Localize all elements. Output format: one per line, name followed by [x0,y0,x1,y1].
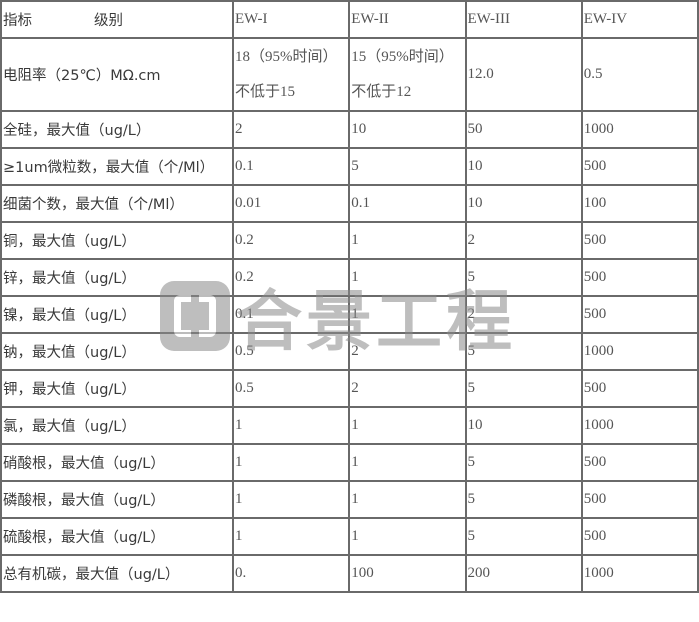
cell: 0. [231,554,351,593]
cell: 1 [231,443,351,482]
cell: 18（95%时间） 不低于15 [231,37,351,112]
row-label: 钠，最大值（ug/L） [0,332,234,371]
cell: 0.2 [231,258,351,297]
cell: 0.01 [231,184,351,223]
table-row: 电阻率（25℃）MΩ.cm 18（95%时间） 不低于15 15（95%时间） 不低… [0,37,699,112]
table-row: 全硅，最大值（ug/L） 2 10 50 1000 [0,110,699,149]
cell: 5 [464,369,583,408]
cell: 100 [348,554,467,593]
cell: 10 [348,110,467,149]
row-label: 锌，最大值（ug/L） [0,258,234,297]
table-row: 总有机碳，最大值（ug/L） 0. 100 200 1000 [0,554,699,593]
cell: 500 [580,369,699,408]
cell: 12.0 [464,37,583,112]
table-row: 铜，最大值（ug/L） 0.2 1 2 500 [0,221,699,260]
cell: 5 [348,147,467,186]
cell-line: 15（95%时间） [351,48,454,65]
cell: 5 [464,443,583,482]
cell: 0.1 [348,184,467,223]
header-ew1: EW-I [231,0,351,39]
table-row: 细菌个数，最大值（个/Ml） 0.01 0.1 10 100 [0,184,699,223]
cell: 200 [464,554,583,593]
cell: 5 [464,480,583,519]
cell: 2 [231,110,351,149]
cell: 500 [580,147,699,186]
cell: 500 [580,295,699,334]
row-label: 钾，最大值（ug/L） [0,369,234,408]
cell: 500 [580,221,699,260]
cell: 0.5 [231,369,351,408]
header-ew4: EW-IV [580,0,699,39]
grade-label: 级别 [94,13,123,29]
cell: 1 [231,480,351,519]
cell: 1 [348,258,467,297]
cell: 1 [348,406,467,445]
row-label: 氯，最大值（ug/L） [0,406,234,445]
header-indicator-cell: 指标 级别 [0,0,234,39]
table-row: 硝酸根，最大值（ug/L） 1 1 5 500 [0,443,699,482]
table-row: 钾，最大值（ug/L） 0.5 2 5 500 [0,369,699,408]
cell: 1000 [580,554,699,593]
row-label: 电阻率（25℃）MΩ.cm [0,37,234,112]
cell: 1 [231,517,351,556]
cell: 500 [580,517,699,556]
cell: 1000 [580,110,699,149]
cell: 10 [464,406,583,445]
cell: 2 [464,295,583,334]
cell: 1 [348,221,467,260]
table-row: 硫酸根，最大值（ug/L） 1 1 5 500 [0,517,699,556]
cell: 500 [580,443,699,482]
cell: 5 [464,258,583,297]
cell-line: 不低于12 [351,83,412,100]
indicator-label: 指标 [3,13,32,29]
cell: 0.1 [231,147,351,186]
cell: 1000 [580,406,699,445]
row-label: 磷酸根，最大值（ug/L） [0,480,234,519]
row-label: 镍，最大值（ug/L） [0,295,234,334]
cell: 1 [348,295,467,334]
cell: 1 [231,406,351,445]
cell: 0.2 [231,221,351,260]
cell: 500 [580,258,699,297]
water-quality-table: 指标 级别 EW-I EW-II EW-III EW-IV 电阻率（25℃）MΩ.… [0,0,699,593]
table-row: 锌，最大值（ug/L） 0.2 1 5 500 [0,258,699,297]
cell: 50 [464,110,583,149]
row-label: 细菌个数，最大值（个/Ml） [0,184,234,223]
cell-line: 18（95%时间） [235,48,338,65]
cell: 0.5 [580,37,699,112]
row-label: 全硅，最大值（ug/L） [0,110,234,149]
cell: 5 [464,332,583,371]
row-label: ≥1um微粒数，最大值（个/Ml） [0,147,234,186]
table-row: 磷酸根，最大值（ug/L） 1 1 5 500 [0,480,699,519]
cell: 500 [580,480,699,519]
table-row: ≥1um微粒数，最大值（个/Ml） 0.1 5 10 500 [0,147,699,186]
row-label: 铜，最大值（ug/L） [0,221,234,260]
table-row: 钠，最大值（ug/L） 0.5 2 5 1000 [0,332,699,371]
header-row: 指标 级别 EW-I EW-II EW-III EW-IV [0,0,699,39]
cell: 100 [580,184,699,223]
row-label: 硫酸根，最大值（ug/L） [0,517,234,556]
cell: 2 [348,369,467,408]
header-ew3: EW-III [464,0,583,39]
cell: 0.1 [231,295,351,334]
cell: 2 [348,332,467,371]
cell: 1 [348,480,467,519]
table-row: 镍，最大值（ug/L） 0.1 1 2 500 [0,295,699,334]
cell: 10 [464,147,583,186]
cell: 2 [464,221,583,260]
cell: 10 [464,184,583,223]
cell: 1 [348,443,467,482]
row-label: 总有机碳，最大值（ug/L） [0,554,234,593]
cell: 5 [464,517,583,556]
header-ew2: EW-II [348,0,467,39]
cell: 15（95%时间） 不低于12 [348,37,467,112]
row-label: 硝酸根，最大值（ug/L） [0,443,234,482]
table-row: 氯，最大值（ug/L） 1 1 10 1000 [0,406,699,445]
cell: 1 [348,517,467,556]
cell: 1000 [580,332,699,371]
cell-line: 不低于15 [235,83,296,100]
cell: 0.5 [231,332,351,371]
